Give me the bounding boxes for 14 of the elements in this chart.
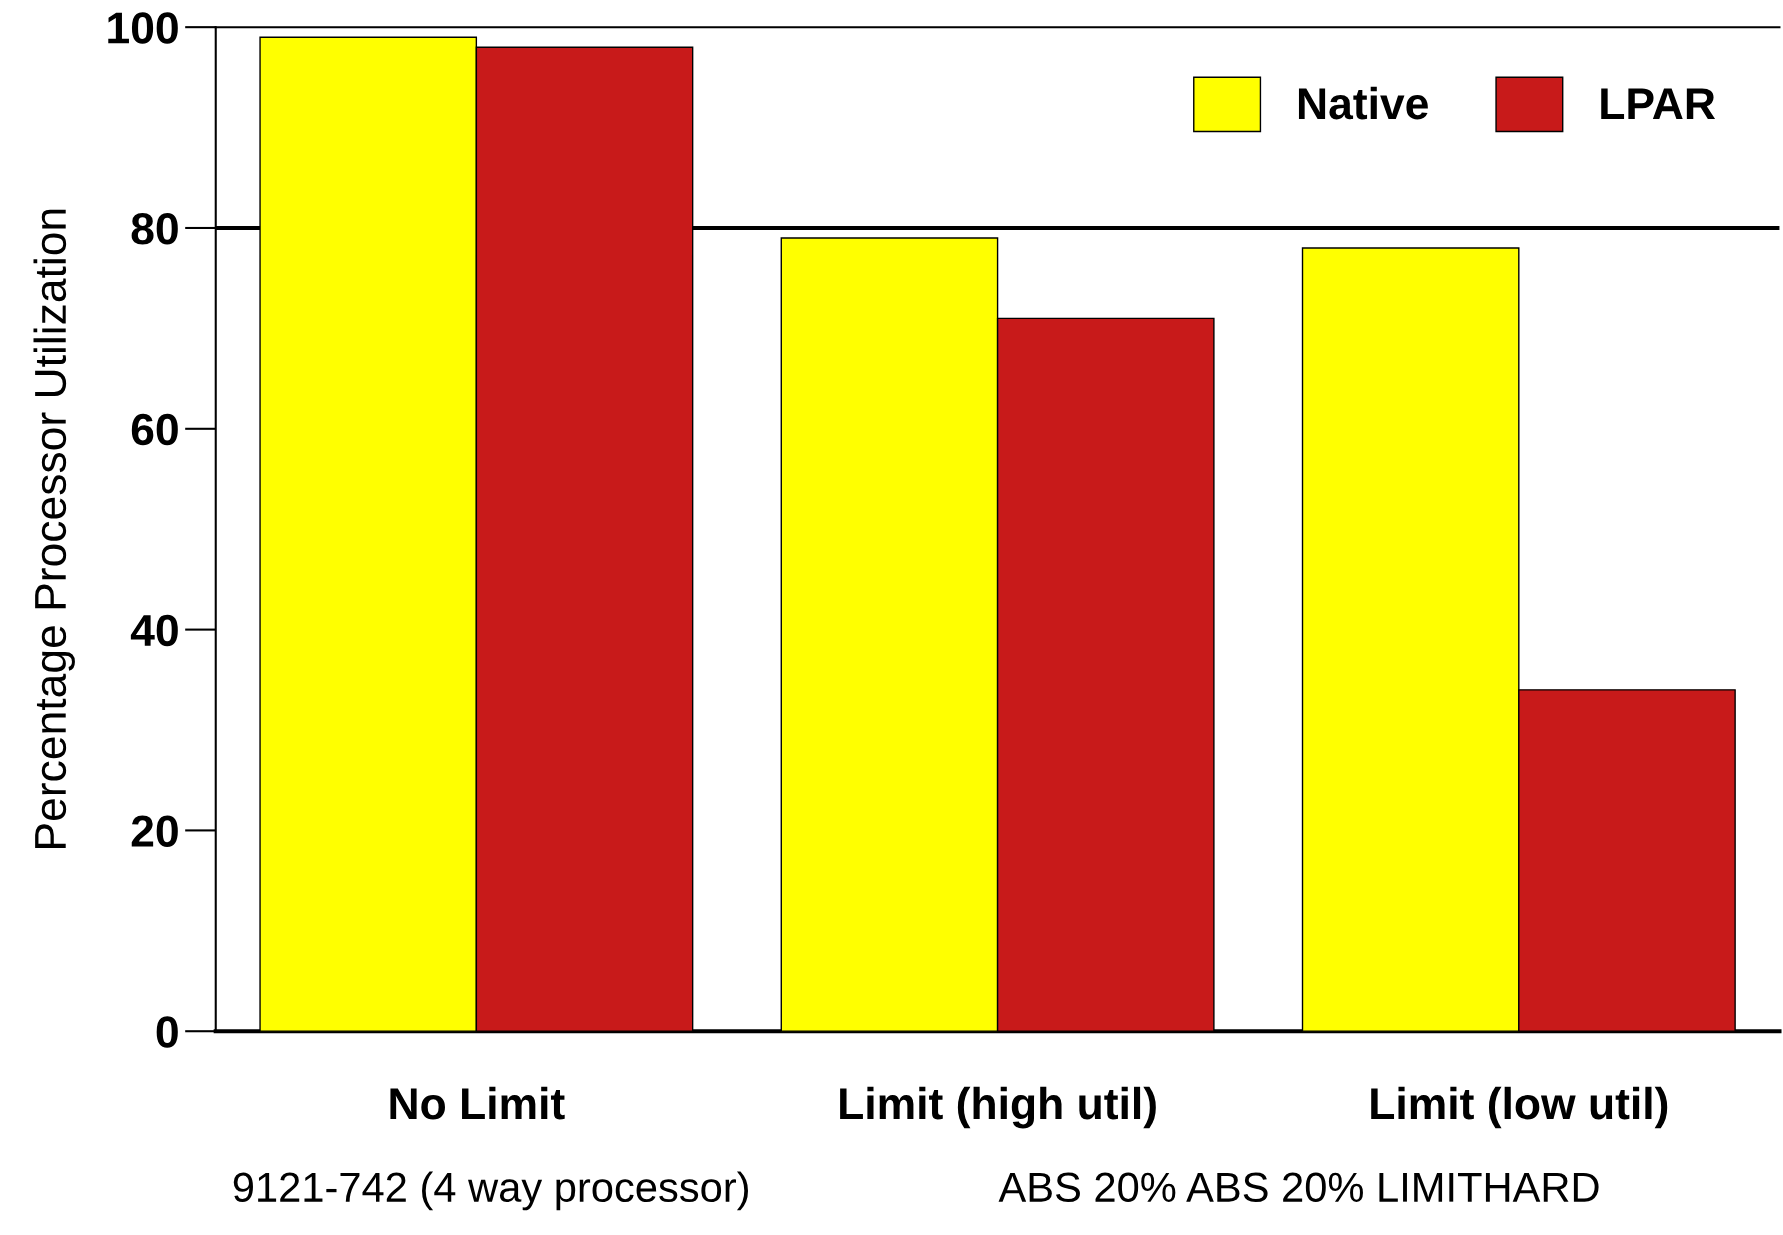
y-tick-label: 60 bbox=[131, 413, 178, 446]
legend-label: LPAR bbox=[1601, 88, 1716, 119]
y-axis-title: Percentage Processor Utilization bbox=[33, 209, 75, 848]
x-tick-label: No Limit bbox=[390, 1086, 565, 1120]
y-tick-label: 80 bbox=[131, 213, 178, 245]
x-tick-label: Limit (low util) bbox=[1371, 1086, 1668, 1129]
x-tick-label: Limit (high util) bbox=[840, 1086, 1156, 1129]
legend-label: Native bbox=[1298, 86, 1428, 120]
y-tick-label: 0 bbox=[156, 1016, 178, 1048]
text: 9121-742 (4 way processor) bbox=[233, 1171, 748, 1211]
y-tick-label: 20 bbox=[131, 815, 178, 847]
y-tick-label: 40 bbox=[130, 614, 178, 647]
text: ABS 20% ABS 20% LIMITHARD bbox=[998, 1172, 1599, 1203]
y-tick-label: 100 bbox=[108, 12, 178, 44]
